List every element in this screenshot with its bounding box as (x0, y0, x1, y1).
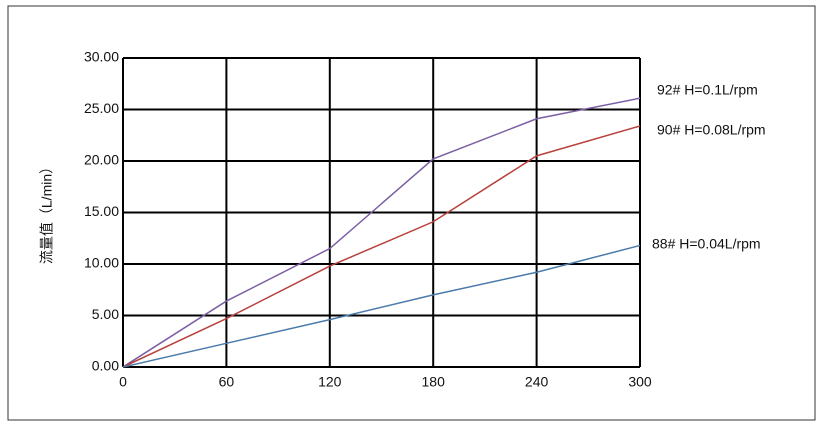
x-tick-label: 180 (422, 374, 446, 390)
y-tick-label: 10.00 (84, 255, 119, 271)
series-line (122, 125, 641, 368)
x-tick-label: 0 (119, 374, 127, 390)
y-tick-label: 30.00 (84, 49, 119, 65)
y-tick-label: 25.00 (84, 100, 119, 116)
y-tick-label: 0.00 (92, 358, 119, 374)
y-tick-label: 15.00 (84, 203, 119, 219)
x-tick-label: 120 (318, 374, 342, 390)
y-axis-label: 流量值（L/min） (39, 160, 55, 264)
series-label: 90# H=0.08L/rpm (657, 122, 766, 138)
series-label: 92# H=0.1L/rpm (657, 82, 758, 98)
y-tick-label: 5.00 (92, 306, 119, 322)
series-label: 88# H=0.04L/rpm (652, 236, 761, 252)
series-line (122, 97, 641, 368)
y-tick-label: 20.00 (84, 152, 119, 168)
series-line (122, 244, 641, 368)
x-tick-label: 240 (525, 374, 549, 390)
x-tick-label: 60 (219, 374, 235, 390)
frame (7, 5, 816, 421)
x-tick-label: 300 (628, 374, 652, 390)
